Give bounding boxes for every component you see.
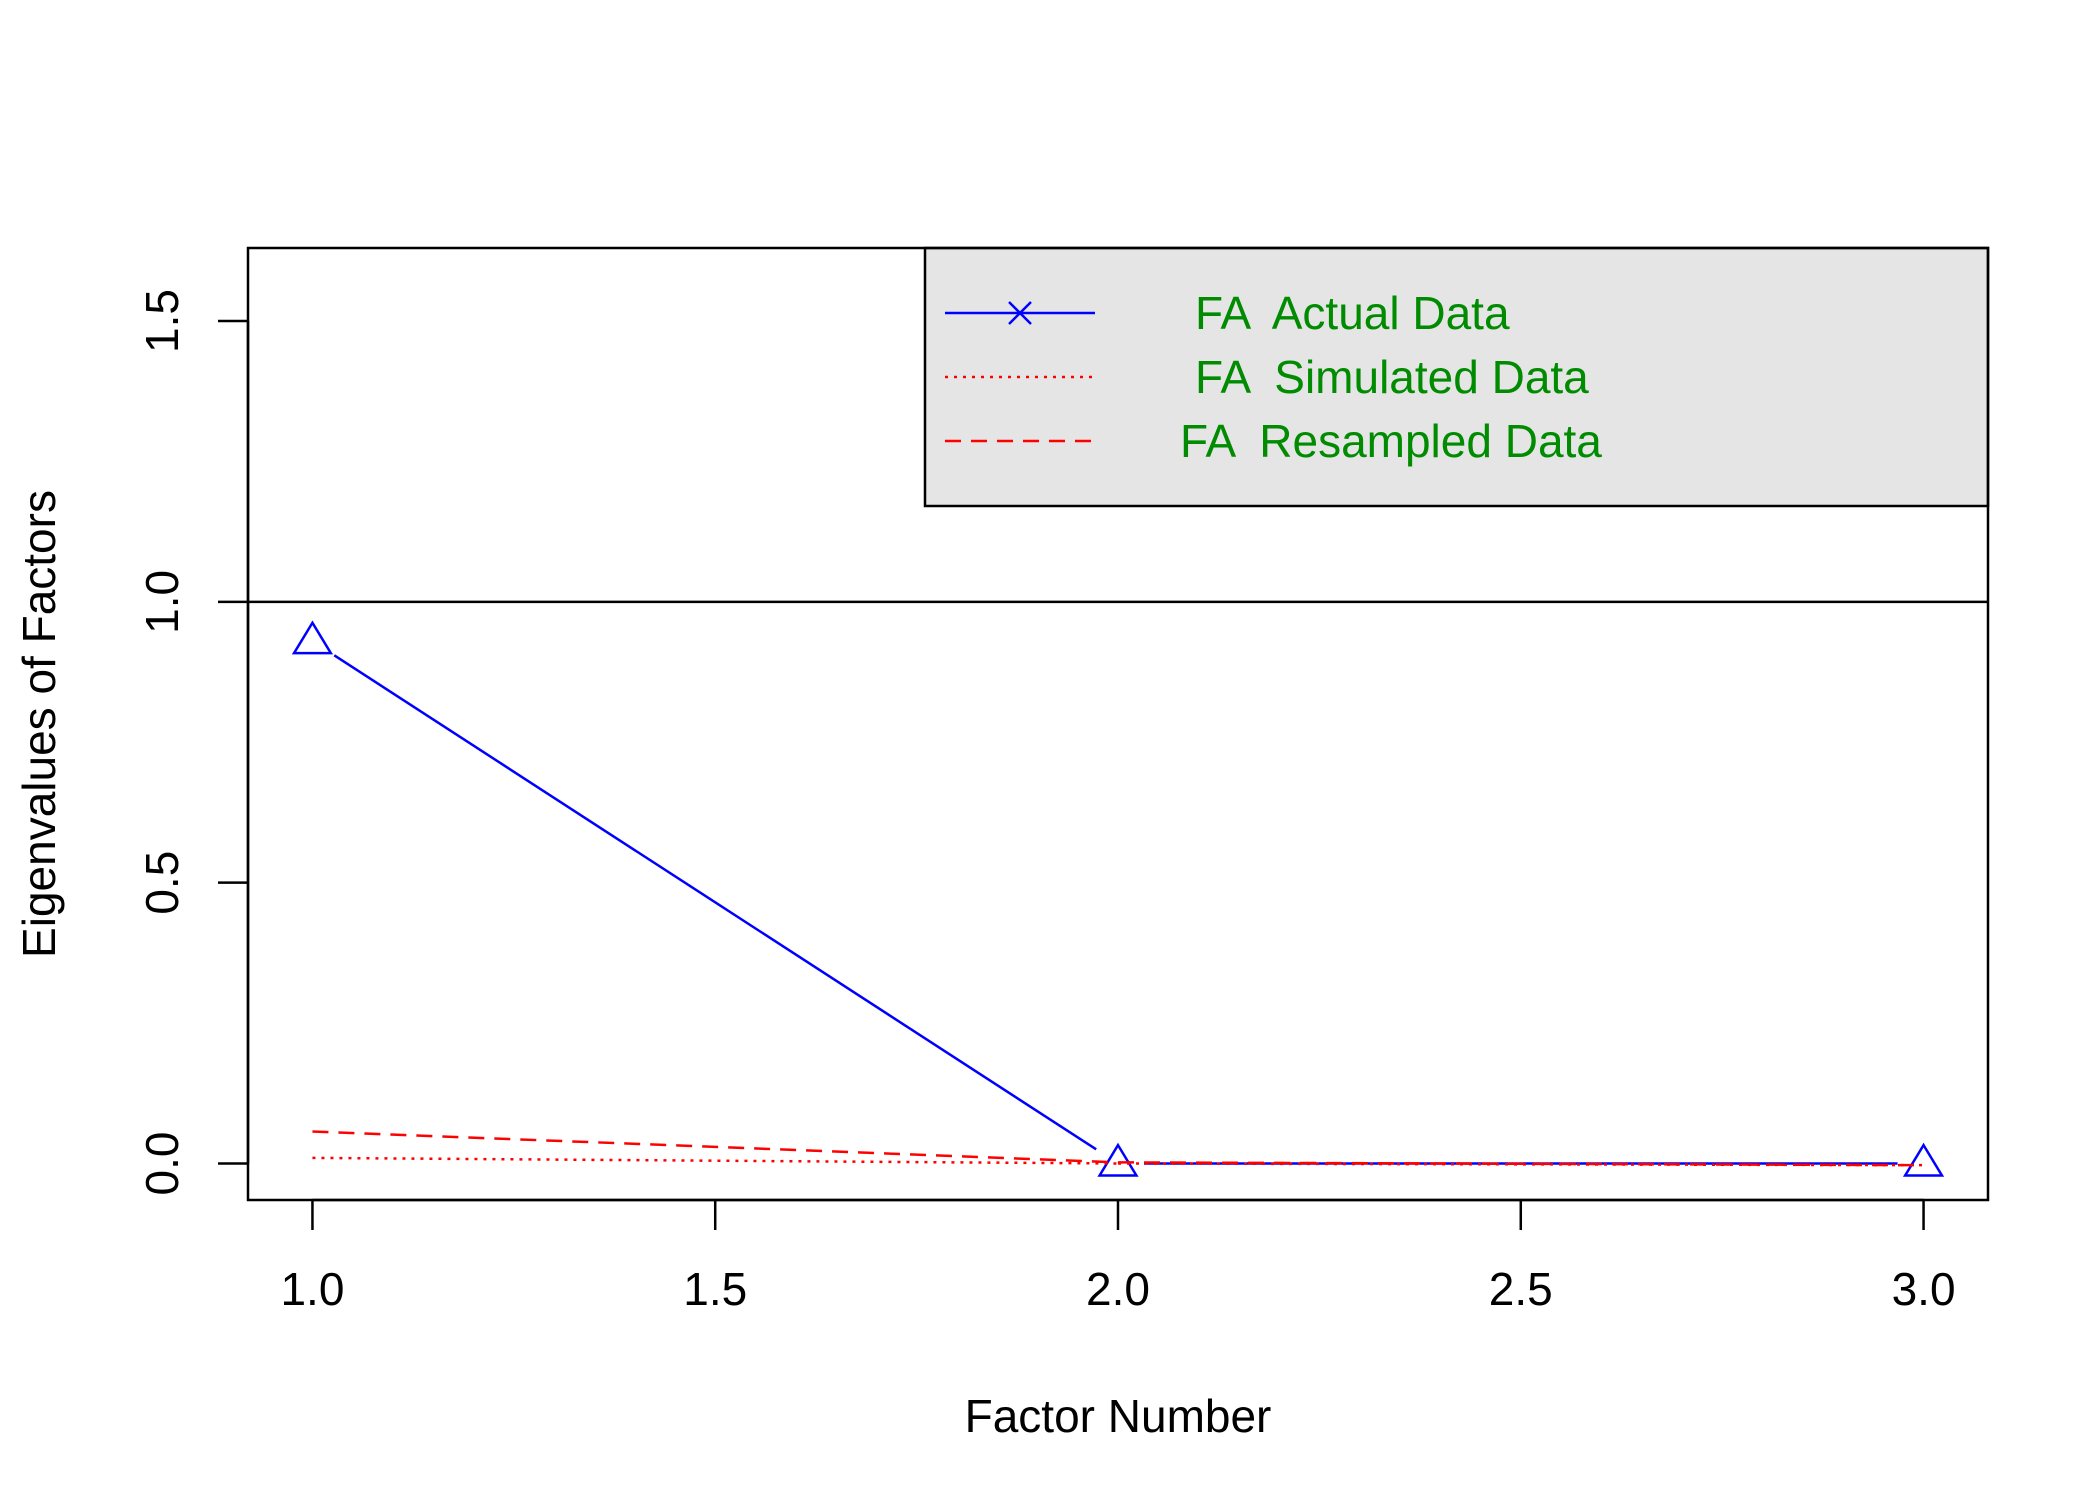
y-tick-label: 0.5: [136, 851, 188, 915]
x-tick-label: 1.0: [280, 1263, 344, 1315]
y-tick-label: 1.0: [136, 570, 188, 634]
series-3-segment: [312, 1130, 1119, 1164]
x-axis-title: Factor Number: [965, 1390, 1272, 1442]
y-axis-title: Eigenvalues of Factors: [13, 490, 65, 958]
y-tick-label: 0.0: [136, 1132, 188, 1196]
x-axis: 1.0 1.5 2.0 2.5 3.0: [280, 1198, 1956, 1315]
legend-items: FA Actual Data FA Simulated Data FA Resamp…: [945, 287, 1602, 467]
legend: FA Actual Data FA Simulated Data FA Resamp…: [923, 246, 1990, 508]
series-3-segment: [1117, 1161, 1924, 1167]
series-1-point: [291, 620, 334, 655]
series-1-segment: [333, 654, 1097, 1151]
legend-marker-x: [1008, 301, 1032, 325]
legend-label-3: FA Resampled Data: [1180, 415, 1602, 467]
series-1-point: [1902, 1142, 1945, 1177]
x-tick-label: 3.0: [1892, 1263, 1956, 1315]
x-tick-label: 2.0: [1086, 1263, 1150, 1315]
series-lines: [291, 620, 1945, 1177]
legend-label-2: FA Simulated Data: [1195, 351, 1589, 403]
x-tick-label: 2.5: [1489, 1263, 1553, 1315]
y-tick-label: 1.5: [136, 289, 188, 353]
x-tick-label: 1.5: [683, 1263, 747, 1315]
y-axis: 0.0 0.5 1.0 1.5: [136, 289, 250, 1196]
legend-label-1: FA Actual Data: [1195, 287, 1510, 339]
series-1-point: [1097, 1142, 1139, 1177]
